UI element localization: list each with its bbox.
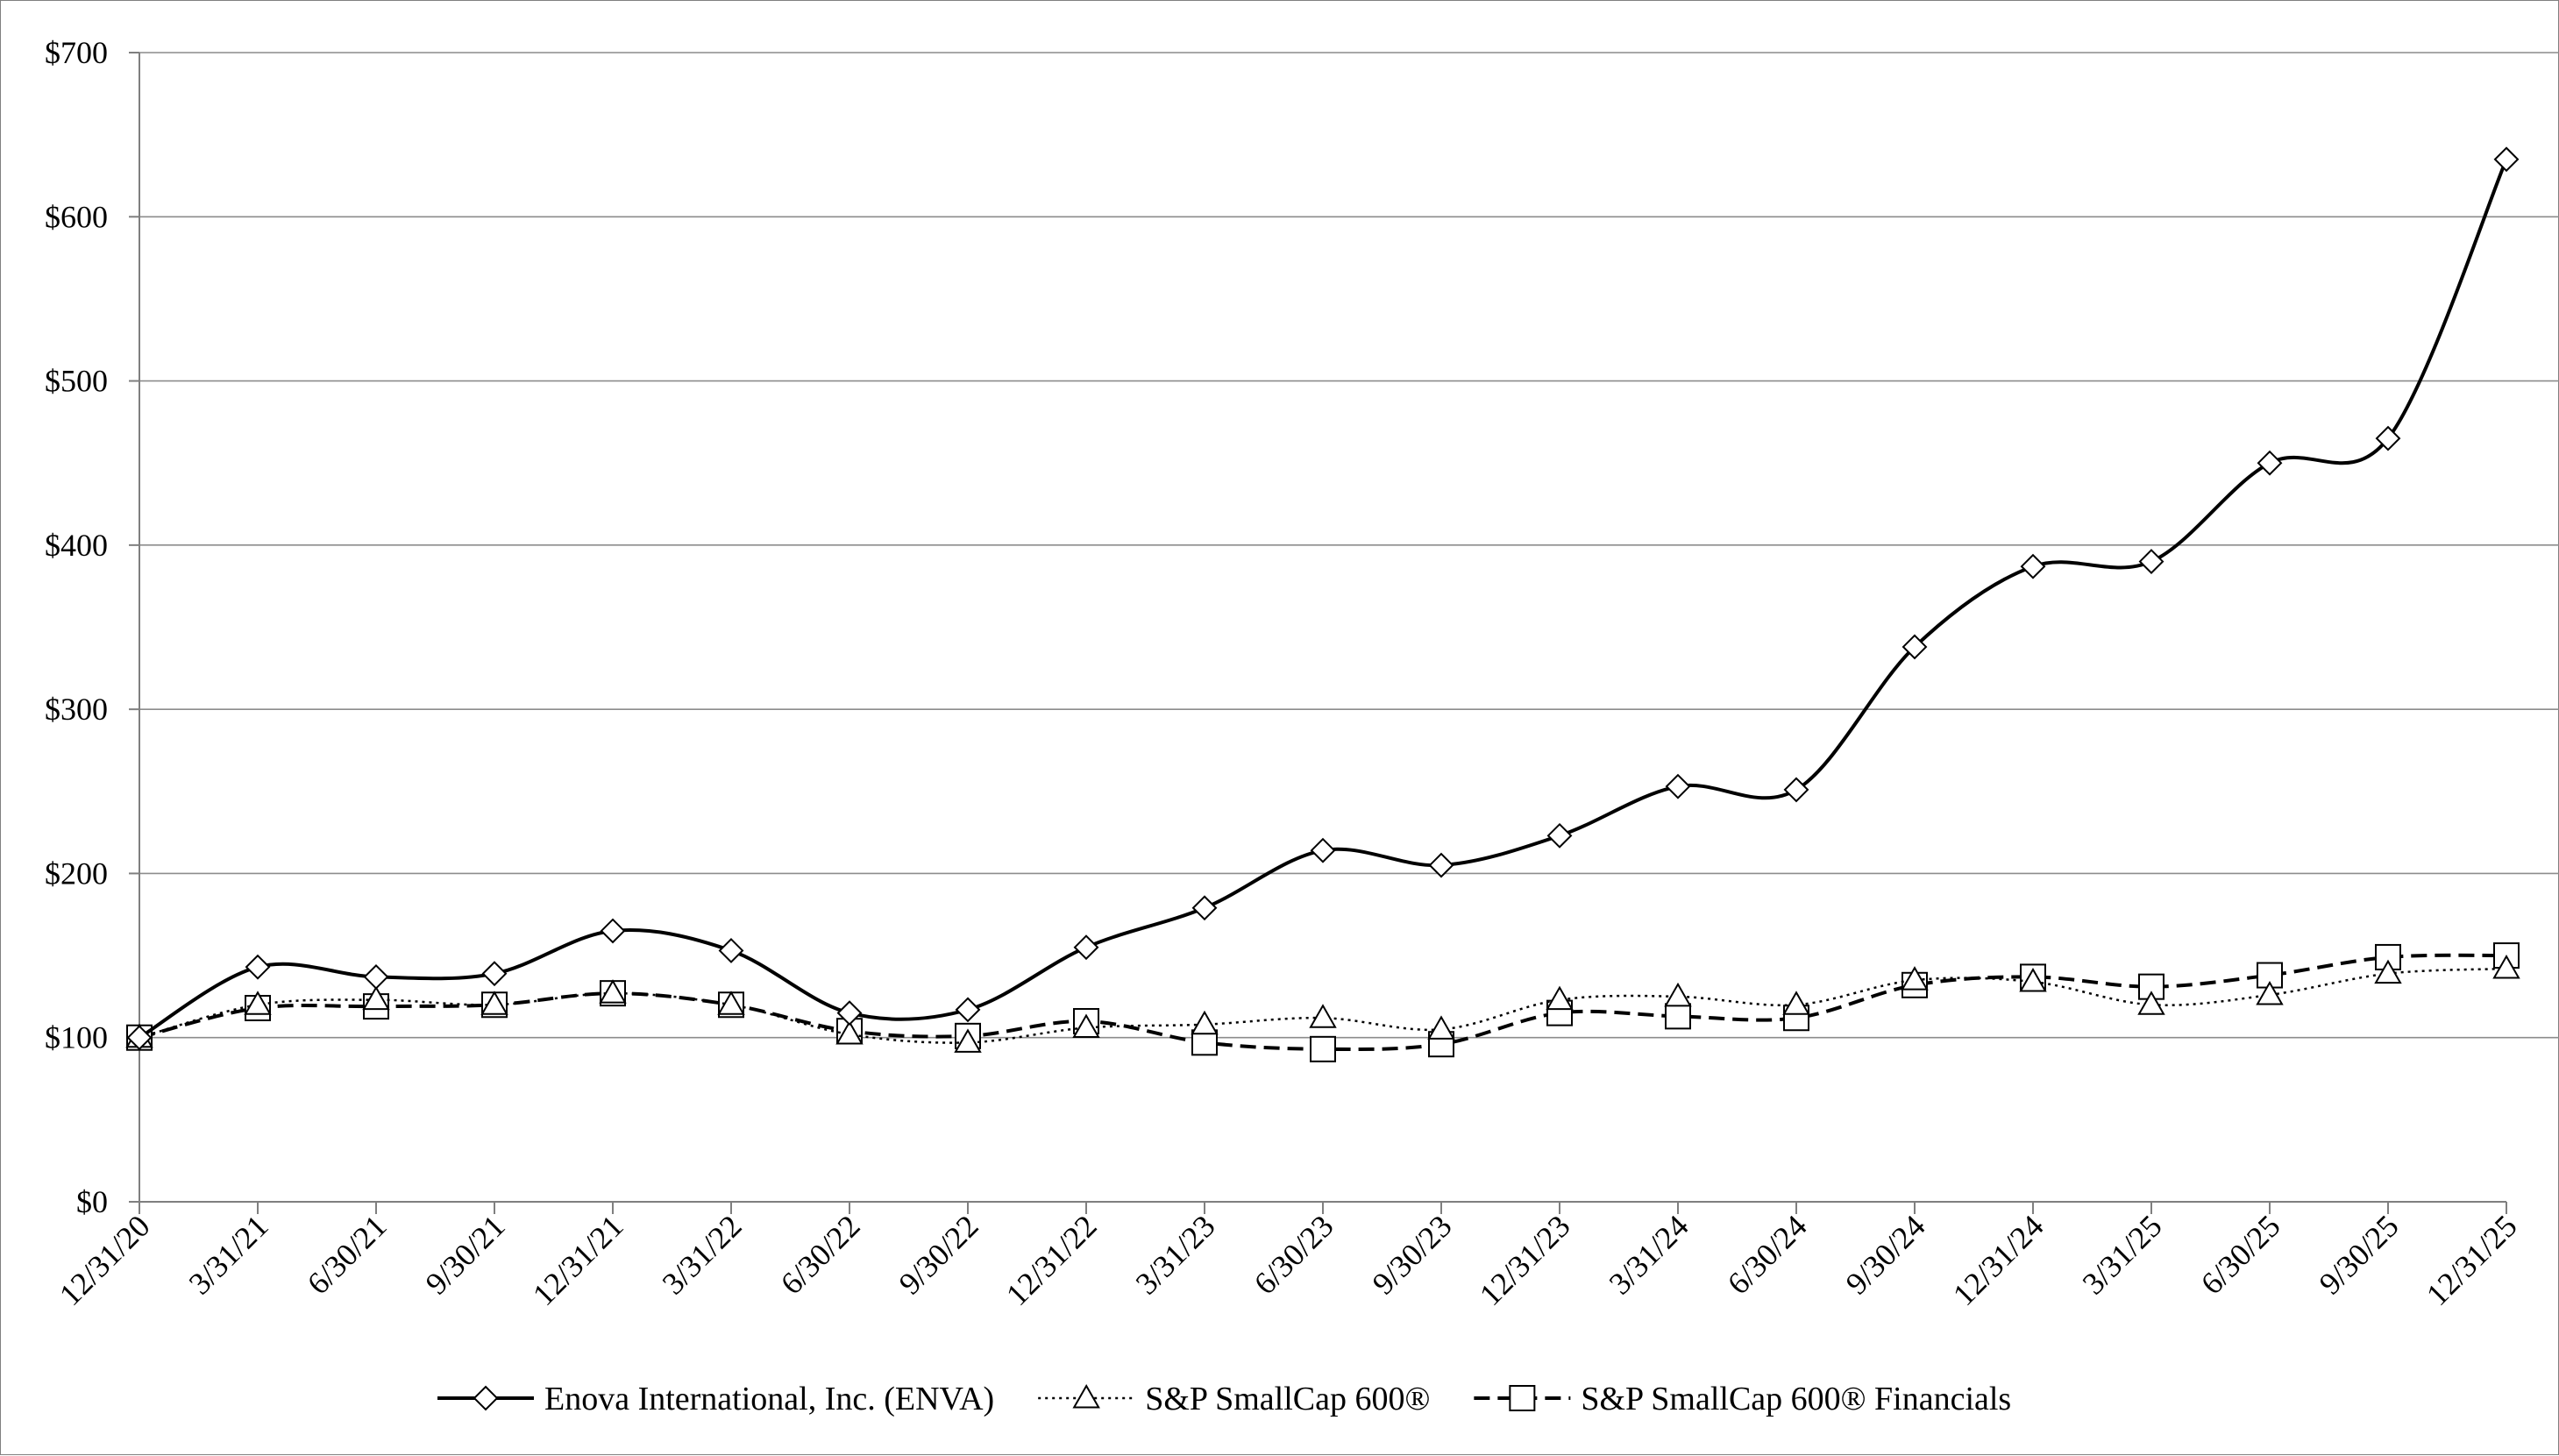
data-point-triangle: [244, 991, 272, 1015]
data-point-triangle: [835, 1019, 864, 1045]
data-point-triangle: [1309, 1004, 1337, 1028]
data-point-triangle: [954, 1028, 982, 1053]
data-point-diamond: [1428, 852, 1454, 878]
y-tick-label: $700: [45, 35, 108, 70]
data-point-triangle: [2019, 968, 2047, 992]
x-tick-label: 9/30/25: [2313, 1208, 2406, 1301]
data-point-diamond: [2257, 450, 2283, 476]
x-axis-tick-labels: 12/31/20 3/31/21 6/30/21 9/30/21 12/31/21 3/3…: [53, 1208, 2524, 1312]
legend-entry-2: S&P SmallCap 600®: [1038, 1381, 1430, 1417]
data-point-triangle: [717, 991, 745, 1015]
data-point-square: [1310, 1035, 1336, 1062]
data-point-triangle: [1191, 1010, 1219, 1035]
data-point-diamond: [245, 954, 271, 980]
data-point-diamond: [718, 938, 744, 963]
data-point-diamond: [1665, 773, 1691, 799]
data-point-diamond: [1191, 895, 1218, 921]
data-point-square: [1665, 1003, 1691, 1030]
x-tick-label: 12/31/25: [2420, 1208, 2524, 1312]
data-point-diamond: [955, 997, 981, 1023]
x-tick-label: 9/30/24: [1839, 1208, 1932, 1301]
data-point-triangle: [480, 991, 508, 1015]
data-point-diamond: [1783, 777, 1809, 803]
data-point-square: [2375, 943, 2401, 970]
data-point-triangle: [1782, 991, 1810, 1015]
x-tick-label: 6/30/23: [1248, 1208, 1340, 1301]
legend: Enova International, Inc. (ENVA) S&P Smal…: [437, 1381, 2011, 1417]
x-tick-label: 9/30/21: [419, 1208, 512, 1301]
data-point-triangle: [2492, 955, 2520, 979]
x-tick-label: 12/31/21: [526, 1208, 630, 1312]
series-3: [126, 942, 2520, 1062]
data-point-diamond: [1310, 837, 1336, 863]
series-2: [125, 955, 2520, 1053]
x-tick-label: 3/31/22: [656, 1208, 749, 1301]
legend-label: S&P SmallCap 600® Financials: [1581, 1381, 2011, 1417]
x-tick-label: 12/31/22: [999, 1208, 1104, 1312]
series-1: [126, 146, 2520, 1051]
x-tick-label: 3/31/21: [182, 1208, 275, 1301]
data-point-diamond: [481, 961, 508, 987]
series-line: [138, 158, 2508, 1040]
legend-label: S&P SmallCap 600®: [1145, 1381, 1430, 1417]
axes: [129, 52, 2507, 1214]
data-point-diamond: [126, 1025, 153, 1051]
legend-marker-diamond: [473, 1385, 499, 1411]
x-tick-label: 6/30/22: [774, 1208, 867, 1301]
x-tick-label: 6/30/21: [301, 1208, 394, 1301]
y-tick-label: $200: [45, 856, 108, 891]
data-point-triangle: [1072, 1013, 1100, 1038]
x-tick-label: 12/31/24: [1946, 1208, 2051, 1312]
y-tick-label: $500: [45, 364, 108, 399]
legend-marker-square: [1509, 1385, 1536, 1411]
x-tick-label: 3/31/23: [1129, 1208, 1222, 1301]
y-tick-label: $300: [45, 692, 108, 727]
data-point-diamond: [363, 964, 389, 990]
x-tick-label: 9/30/23: [1366, 1208, 1459, 1301]
legend-marker-triangle: [1072, 1383, 1100, 1409]
legend-entry-1: Enova International, Inc. (ENVA): [437, 1381, 994, 1417]
data-point-square: [2138, 973, 2164, 1000]
x-tick-label: 6/30/24: [1721, 1208, 1814, 1301]
data-point-diamond: [1901, 634, 1928, 660]
x-tick-label: 9/30/22: [892, 1208, 985, 1301]
data-point-triangle: [1664, 982, 1692, 1007]
data-point-triangle: [1546, 985, 1574, 1011]
legend-entry-3: S&P SmallCap 600® Financials: [1474, 1381, 2011, 1417]
x-tick-label: 12/31/20: [53, 1208, 157, 1312]
data-point-diamond: [2493, 146, 2520, 173]
data-point-triangle: [2137, 991, 2165, 1015]
data-point-triangle: [2256, 981, 2284, 1005]
y-tick-label: $100: [45, 1020, 108, 1055]
x-tick-label: 3/31/24: [1603, 1208, 1695, 1301]
data-point-triangle: [362, 985, 390, 1011]
data-point-diamond: [2375, 425, 2401, 451]
plot-series: [125, 146, 2520, 1062]
data-point-triangle: [1901, 966, 1929, 991]
y-tick-label: $600: [45, 199, 108, 234]
data-point-diamond: [1073, 934, 1099, 961]
data-point-triangle: [1427, 1015, 1455, 1040]
data-point-diamond: [836, 1000, 863, 1026]
data-point-diamond: [2020, 553, 2046, 579]
gridlines: [139, 52, 2559, 1039]
y-axis-tick-labels: $0 $100 $200 $300 $400 $500 $600 $700: [45, 35, 108, 1219]
y-tick-label: $400: [45, 528, 108, 563]
data-point-diamond: [600, 918, 626, 944]
data-point-diamond: [2138, 549, 2164, 574]
data-point-triangle: [2374, 959, 2402, 984]
y-tick-label: $0: [76, 1184, 108, 1219]
x-tick-label: 6/30/25: [2194, 1208, 2287, 1301]
x-tick-label: 3/31/25: [2076, 1208, 2169, 1301]
x-tick-label: 12/31/23: [1473, 1208, 1577, 1312]
data-point-triangle: [599, 979, 627, 1004]
legend-label: Enova International, Inc. (ENVA): [544, 1381, 994, 1417]
data-point-diamond: [1546, 822, 1573, 849]
